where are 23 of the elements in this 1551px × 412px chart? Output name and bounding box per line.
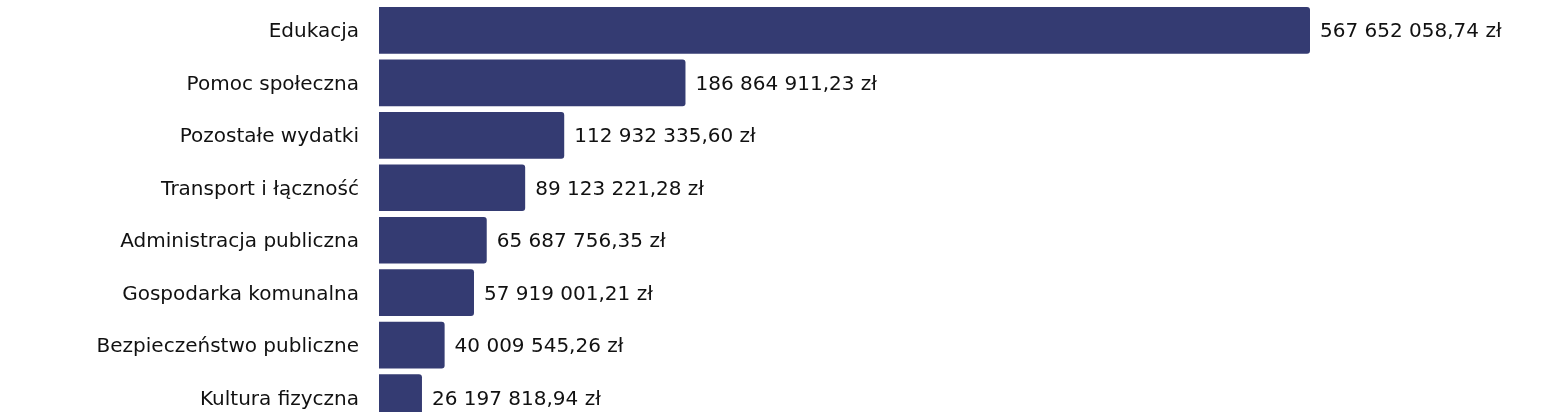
y-tick-label: Bezpieczeństwo publiczne: [96, 333, 359, 358]
data-label: 89 123 221,28 zł: [535, 175, 705, 200]
data-label: 112 932 335,60 zł: [574, 123, 757, 148]
bar: [379, 111, 565, 159]
y-tick-label: Pozostałe wydatki: [179, 123, 359, 148]
bar: [379, 164, 526, 212]
bar: [379, 321, 445, 369]
y-tick-label: Administracja publiczna: [120, 228, 359, 253]
data-label: 567 652 058,74 zł: [1320, 18, 1502, 43]
data-label: 57 919 001,21 zł: [483, 280, 654, 305]
bar: [379, 7, 1310, 54]
data-label: 26 197 818,94 zł: [431, 385, 602, 410]
bar: [379, 216, 487, 264]
y-tick-label: Transport i łączność: [160, 175, 359, 200]
y-tick-label: Edukacja: [268, 18, 359, 43]
data-label: 186 864 911,23 zł: [695, 70, 878, 95]
data-label: 40 009 545,26 zł: [454, 333, 624, 358]
bar: [379, 59, 686, 107]
bar: [379, 269, 474, 317]
data-label: 65 687 756,35 zł: [496, 228, 666, 253]
y-tick-label: Pomoc społeczna: [186, 70, 359, 95]
y-tick-label: Gospodarka komunalna: [122, 280, 359, 305]
y-tick-label: Kultura fizyczna: [199, 385, 359, 410]
